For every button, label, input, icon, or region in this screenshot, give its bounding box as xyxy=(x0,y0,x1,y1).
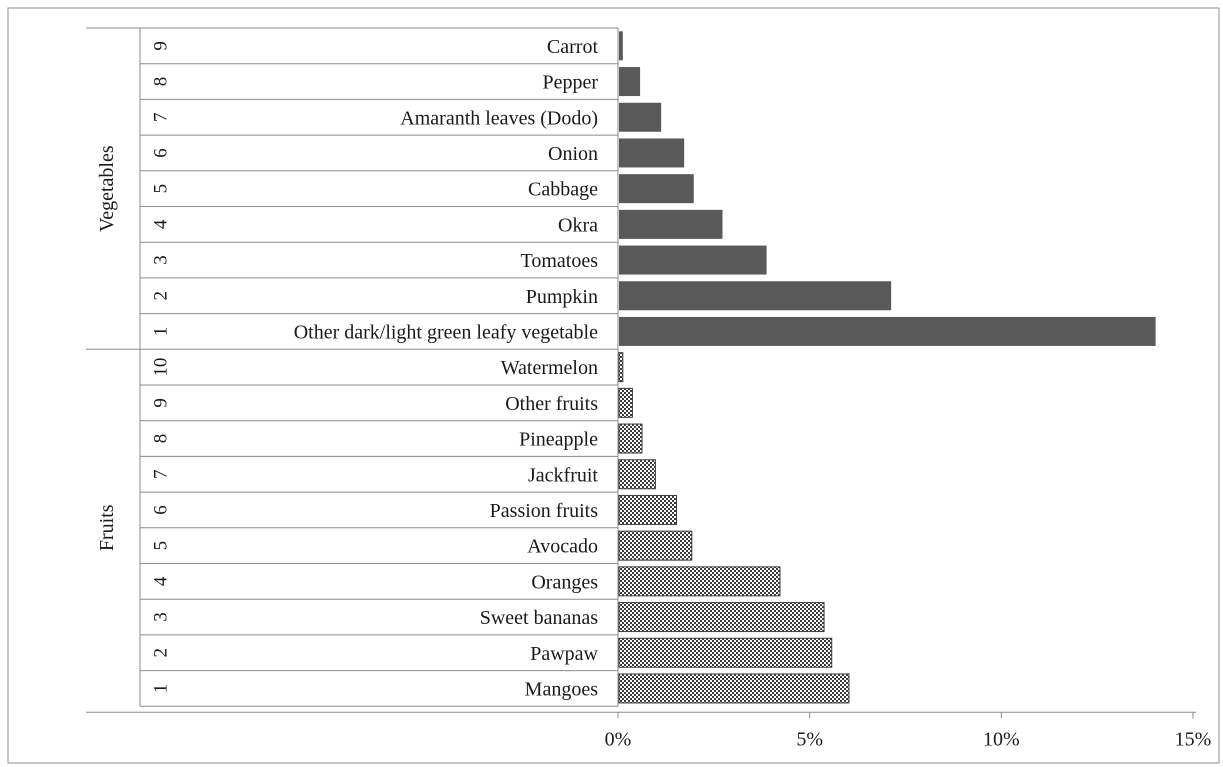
bars xyxy=(618,31,1156,704)
category-label: Pepper xyxy=(542,72,598,94)
bar-mangoes xyxy=(618,673,850,704)
bar-pawpaw xyxy=(618,637,833,668)
bar-other-fruits xyxy=(618,387,633,418)
bar-pumpkin xyxy=(619,281,892,311)
rank-label: 6 xyxy=(151,148,172,158)
rank-label: 8 xyxy=(151,434,172,444)
bar-avocado xyxy=(618,530,693,561)
rank-label: 3 xyxy=(151,612,172,622)
category-label: Other fruits xyxy=(505,393,598,415)
bar-pineapple xyxy=(618,423,643,454)
bar-tomatoes xyxy=(619,245,767,275)
rank-label: 5 xyxy=(151,184,172,194)
rank-label: 3 xyxy=(151,255,172,265)
bar-oranges xyxy=(618,566,781,597)
x-axis: 0% 5% 10% 15% xyxy=(86,28,1211,750)
category-label: Tomatoes xyxy=(521,250,599,272)
bar-onion xyxy=(619,138,685,168)
rank-label: 2 xyxy=(151,291,172,301)
bar-pepper xyxy=(619,67,641,97)
bar-passion-fruits xyxy=(618,494,677,525)
bar-okra xyxy=(619,209,723,239)
x-tick-label: 15% xyxy=(1175,728,1212,750)
rank-label: 8 xyxy=(151,77,172,87)
bar-carrot xyxy=(619,31,623,61)
bar-jackfruit xyxy=(618,459,656,490)
rank-label: 5 xyxy=(151,541,172,551)
category-label: Other dark/light green leafy vegetable xyxy=(294,321,598,343)
category-grid xyxy=(86,27,618,707)
category-label: Cabbage xyxy=(528,179,598,201)
group-label: Fruits xyxy=(96,504,118,551)
rank-label: 4 xyxy=(151,576,172,586)
rank-label: 10 xyxy=(151,358,172,377)
bar-sweet-bananas xyxy=(618,602,825,633)
category-label: Pineapple xyxy=(519,429,598,451)
category-label: Pawpaw xyxy=(530,643,598,665)
category-label: Passion fruits xyxy=(490,500,599,522)
group-label: Vegetables xyxy=(96,145,118,232)
bar-other-dark-light-green-leafy-vegetable xyxy=(619,316,1156,346)
category-label: Pumpkin xyxy=(526,286,598,308)
category-label: Oranges xyxy=(531,571,598,593)
category-label: Amaranth leaves (Dodo) xyxy=(400,107,598,129)
x-tick-label: 0% xyxy=(605,728,632,750)
category-label: Jackfruit xyxy=(528,464,598,486)
bar-watermelon xyxy=(618,352,624,383)
category-label: Mangoes xyxy=(525,678,599,700)
bar-cabbage xyxy=(619,174,694,204)
labels: Carrot 9 Pepper 8 Amaranth leaves (Dodo) 7 Oni… xyxy=(96,36,599,701)
rank-label: 2 xyxy=(151,648,172,658)
bar-amaranth-leaves-dodo xyxy=(619,102,662,132)
category-label: Watermelon xyxy=(501,357,598,379)
rank-label: 1 xyxy=(151,327,172,337)
category-label: Sweet bananas xyxy=(480,607,599,629)
rank-label: 6 xyxy=(151,505,172,515)
category-label: Avocado xyxy=(527,536,598,558)
category-label: Okra xyxy=(558,214,598,236)
rank-label: 7 xyxy=(151,470,172,480)
rank-label: 4 xyxy=(151,219,172,229)
category-label: Carrot xyxy=(547,36,599,58)
rank-label: 7 xyxy=(151,113,172,123)
rank-label: 9 xyxy=(151,41,172,51)
rank-label: 9 xyxy=(151,398,172,408)
x-tick-label: 10% xyxy=(983,728,1020,750)
rank-label: 1 xyxy=(151,684,172,694)
category-label: Onion xyxy=(548,143,598,165)
x-tick-label: 5% xyxy=(796,728,823,750)
